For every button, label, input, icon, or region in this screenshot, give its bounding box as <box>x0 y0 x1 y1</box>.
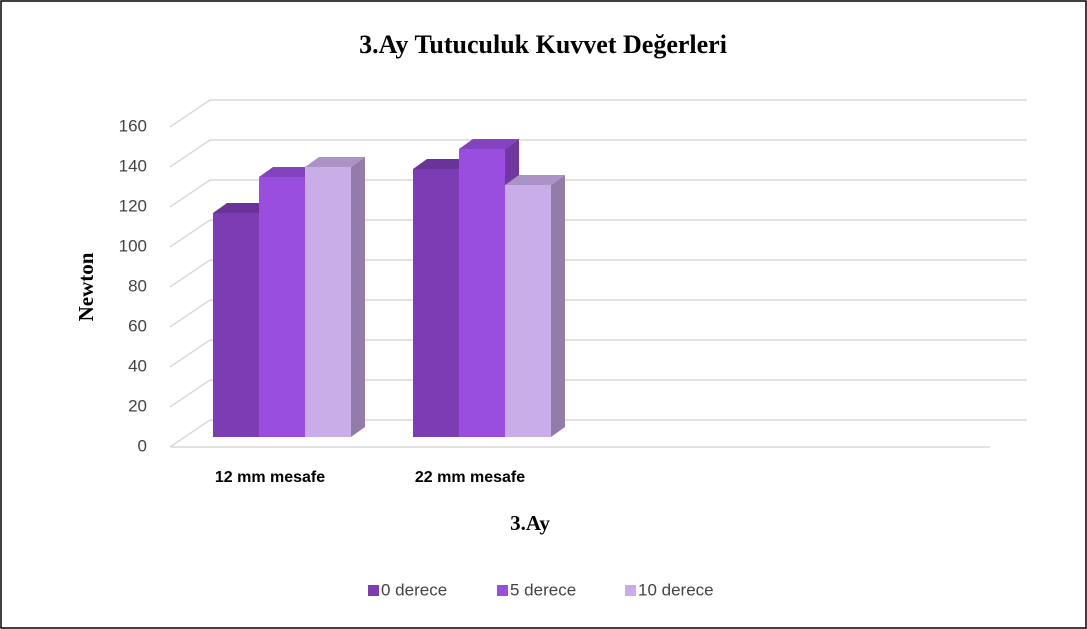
y-tick-label: 120 <box>119 196 147 215</box>
legend-label: 5 derece <box>510 580 576 599</box>
bar-front <box>459 149 505 437</box>
grid-line <box>169 379 1027 408</box>
grid-line <box>169 179 1027 208</box>
bar-top <box>413 159 473 169</box>
legend-swatch <box>497 585 508 596</box>
y-tick-label: 100 <box>119 236 147 255</box>
y-tick-label: 160 <box>119 116 147 135</box>
bar-top <box>505 175 565 185</box>
x-axis-title: 3.Ay <box>510 511 550 535</box>
y-tick-label: 40 <box>128 356 147 375</box>
bar <box>505 175 565 437</box>
legend-label: 10 derece <box>638 580 714 599</box>
bar-top <box>459 139 519 149</box>
bar-front <box>259 177 305 437</box>
bar-side <box>551 175 565 437</box>
legend-label: 0 derece <box>381 580 447 599</box>
x-tick-label: 22 mm mesafe <box>415 469 525 486</box>
bar <box>305 157 365 437</box>
legend-swatch <box>368 585 379 596</box>
y-tick-label: 60 <box>128 316 147 335</box>
bar-top <box>305 157 365 167</box>
y-tick-label: 140 <box>119 156 147 175</box>
grid-line <box>169 139 1027 168</box>
x-tick-label: 12 mm mesafe <box>215 469 325 486</box>
legend-swatch <box>625 585 636 596</box>
bar-top <box>259 167 319 177</box>
chart-title: 3.Ay Tutuculuk Kuvvet Değerleri <box>359 30 727 59</box>
y-tick-label: 0 <box>138 436 147 455</box>
y-tick-label: 80 <box>128 276 147 295</box>
bar-front <box>305 167 351 437</box>
bar-side <box>351 157 365 437</box>
bar-front <box>505 185 551 437</box>
grid-line <box>169 99 1027 128</box>
grid-line <box>169 339 1027 368</box>
bar-top <box>213 203 273 213</box>
y-axis-title: Newton <box>74 252 98 321</box>
y-tick-label: 20 <box>128 396 147 415</box>
bar-front <box>413 169 459 437</box>
grid-line <box>169 219 1027 248</box>
grid-line <box>169 299 1027 328</box>
grid-line <box>169 259 1027 288</box>
bar-front <box>213 213 259 437</box>
grid-line <box>169 419 1027 448</box>
